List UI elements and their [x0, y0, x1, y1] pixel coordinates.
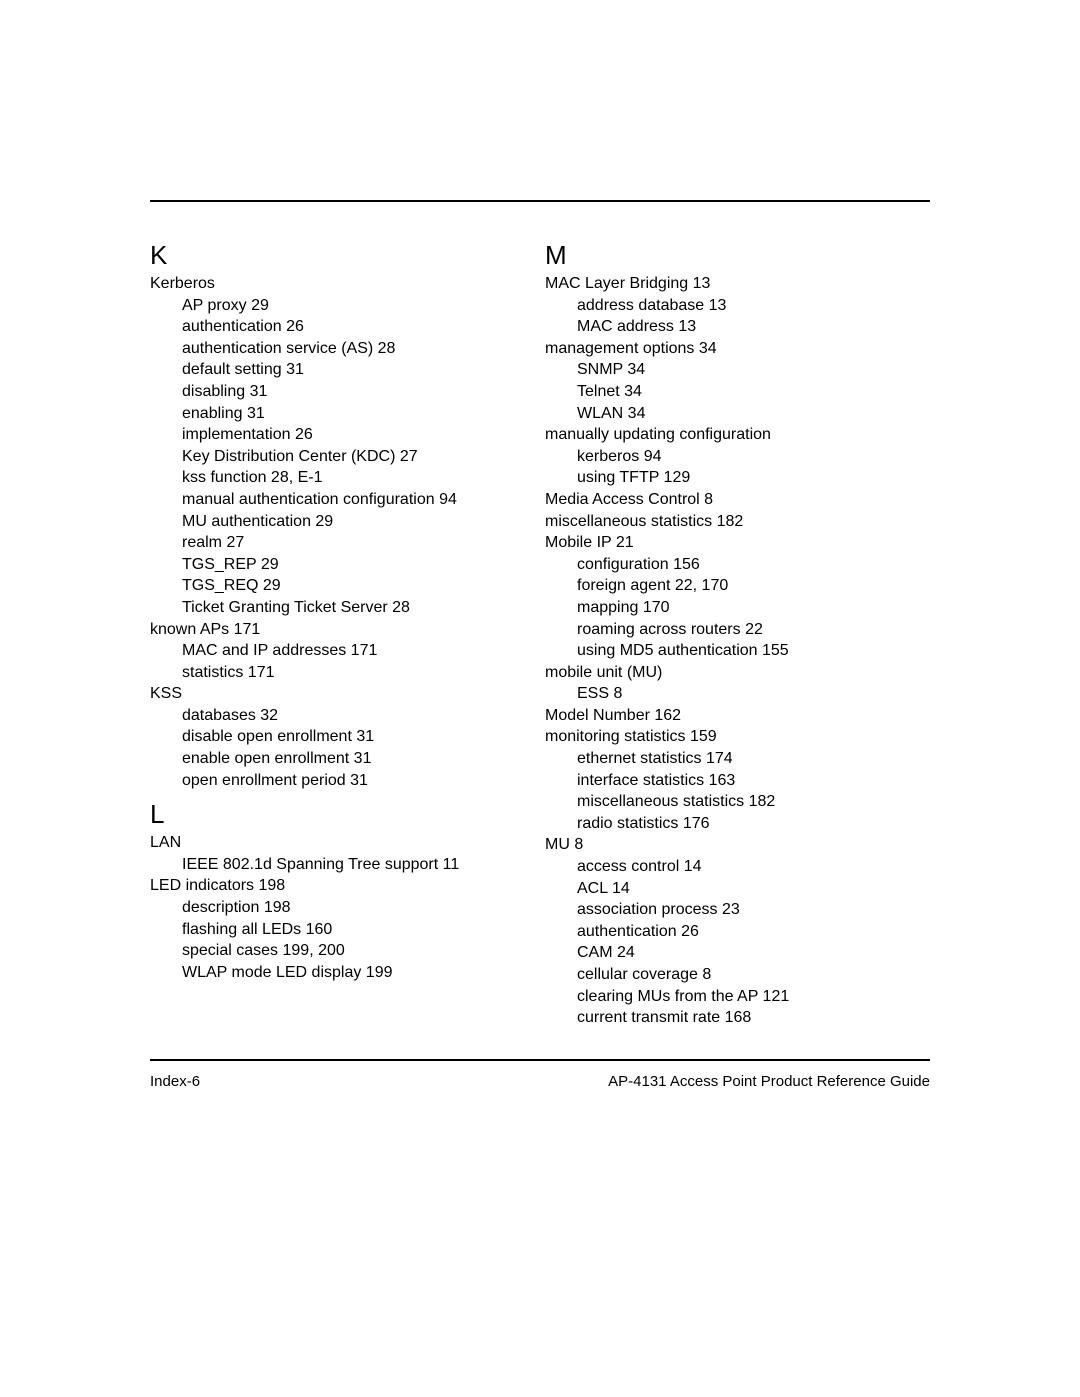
footer-page-number: Index-6 [150, 1073, 200, 1090]
index-entry: AP proxy 29 [150, 295, 535, 317]
index-entry: Mobile IP 21 [545, 532, 930, 554]
index-entry: statistics 171 [150, 662, 535, 684]
index-entry: flashing all LEDs 160 [150, 919, 535, 941]
index-entry: realm 27 [150, 532, 535, 554]
index-entry: Kerberos [150, 273, 535, 295]
index-entry: miscellaneous statistics 182 [545, 791, 930, 813]
index-entry: MAC and IP addresses 171 [150, 640, 535, 662]
index-entry: clearing MUs from the AP 121 [545, 986, 930, 1008]
top-rule [150, 200, 930, 202]
section-letter-k: K [150, 240, 535, 271]
index-entry: Key Distribution Center (KDC) 27 [150, 446, 535, 468]
index-entry: miscellaneous statistics 182 [545, 511, 930, 533]
index-entry: current transmit rate 168 [545, 1007, 930, 1029]
page-footer: Index-6 AP-4131 Access Point Product Ref… [150, 1061, 930, 1090]
index-entry: kerberos 94 [545, 446, 930, 468]
index-entry: using TFTP 129 [545, 467, 930, 489]
index-entry: special cases 199, 200 [150, 940, 535, 962]
index-entry: management options 34 [545, 338, 930, 360]
section-letter-m: M [545, 240, 930, 271]
index-entry: ACL 14 [545, 878, 930, 900]
index-entry: Ticket Granting Ticket Server 28 [150, 597, 535, 619]
index-entry: mapping 170 [545, 597, 930, 619]
index-entry: open enrollment period 31 [150, 770, 535, 792]
section-l-entries: LANIEEE 802.1d Spanning Tree support 11L… [150, 832, 535, 983]
index-entry: enabling 31 [150, 403, 535, 425]
section-letter-l: L [150, 799, 535, 830]
index-entry: known APs 171 [150, 619, 535, 641]
index-entry: ethernet statistics 174 [545, 748, 930, 770]
index-entry: association process 23 [545, 899, 930, 921]
index-entry: manual authentication configuration 94 [150, 489, 535, 511]
section-k-entries: KerberosAP proxy 29authentication 26auth… [150, 273, 535, 791]
index-entry: MAC address 13 [545, 316, 930, 338]
index-entry: enable open enrollment 31 [150, 748, 535, 770]
index-entry: default setting 31 [150, 359, 535, 381]
index-entry: LAN [150, 832, 535, 854]
index-entry: foreign agent 22, 170 [545, 575, 930, 597]
index-entry: implementation 26 [150, 424, 535, 446]
index-entry: using MD5 authentication 155 [545, 640, 930, 662]
index-entry: mobile unit (MU) [545, 662, 930, 684]
index-entry: disabling 31 [150, 381, 535, 403]
index-entry: access control 14 [545, 856, 930, 878]
index-entry: WLAN 34 [545, 403, 930, 425]
index-page: K KerberosAP proxy 29authentication 26au… [0, 0, 1080, 1090]
index-entry: interface statistics 163 [545, 770, 930, 792]
index-entry: authentication 26 [150, 316, 535, 338]
index-entry: MU authentication 29 [150, 511, 535, 533]
index-entry: CAM 24 [545, 942, 930, 964]
index-entry: SNMP 34 [545, 359, 930, 381]
index-entry: TGS_REP 29 [150, 554, 535, 576]
index-entry: manually updating configuration [545, 424, 930, 446]
index-entry: ESS 8 [545, 683, 930, 705]
footer-document-title: AP-4131 Access Point Product Reference G… [608, 1073, 930, 1090]
index-entry: LED indicators 198 [150, 875, 535, 897]
left-column: K KerberosAP proxy 29authentication 26au… [150, 232, 535, 1029]
section-m-entries: MAC Layer Bridging 13address database 13… [545, 273, 930, 1029]
index-entry: WLAP mode LED display 199 [150, 962, 535, 984]
index-entry: kss function 28, E-1 [150, 467, 535, 489]
index-entry: Model Number 162 [545, 705, 930, 727]
index-entry: Media Access Control 8 [545, 489, 930, 511]
index-entry: KSS [150, 683, 535, 705]
index-entry: authentication 26 [545, 921, 930, 943]
index-entry: radio statistics 176 [545, 813, 930, 835]
index-entry: MAC Layer Bridging 13 [545, 273, 930, 295]
index-columns: K KerberosAP proxy 29authentication 26au… [150, 232, 930, 1029]
index-entry: cellular coverage 8 [545, 964, 930, 986]
index-entry: authentication service (AS) 28 [150, 338, 535, 360]
index-entry: roaming across routers 22 [545, 619, 930, 641]
index-entry: databases 32 [150, 705, 535, 727]
index-entry: Telnet 34 [545, 381, 930, 403]
right-column: M MAC Layer Bridging 13address database … [545, 232, 930, 1029]
index-entry: monitoring statistics 159 [545, 726, 930, 748]
index-entry: address database 13 [545, 295, 930, 317]
index-entry: description 198 [150, 897, 535, 919]
index-entry: IEEE 802.1d Spanning Tree support 11 [150, 854, 535, 876]
index-entry: disable open enrollment 31 [150, 726, 535, 748]
index-entry: configuration 156 [545, 554, 930, 576]
index-entry: TGS_REQ 29 [150, 575, 535, 597]
index-entry: MU 8 [545, 834, 930, 856]
